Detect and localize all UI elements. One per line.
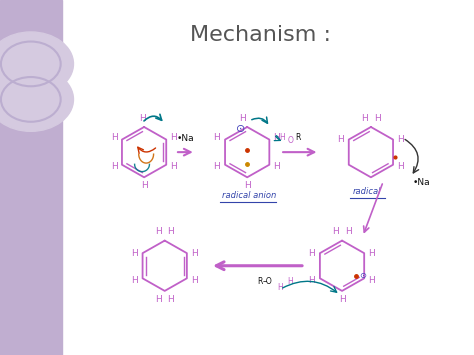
Text: H: H	[273, 162, 280, 171]
Text: ⊙: ⊙	[237, 124, 246, 134]
Text: H: H	[131, 248, 137, 258]
Text: –O: –O	[263, 277, 273, 286]
Text: H: H	[277, 283, 283, 292]
Text: Mechanism :: Mechanism :	[190, 25, 331, 45]
Text: •Na: •Na	[176, 134, 194, 143]
Text: H: H	[288, 277, 293, 286]
Text: H: H	[167, 227, 174, 236]
Text: H: H	[338, 295, 346, 304]
Text: H: H	[213, 133, 220, 142]
Text: H: H	[337, 135, 344, 144]
Text: H: H	[368, 248, 375, 258]
Text: H: H	[213, 162, 220, 171]
Text: H: H	[170, 162, 177, 171]
Text: R: R	[257, 277, 262, 286]
Text: H: H	[345, 227, 352, 236]
Text: H: H	[111, 162, 118, 171]
Text: H: H	[273, 133, 280, 142]
Text: H: H	[397, 162, 404, 171]
Text: H: H	[155, 295, 162, 304]
Text: H: H	[361, 114, 368, 122]
Text: H: H	[279, 133, 285, 142]
Text: O: O	[288, 136, 293, 145]
Text: H: H	[155, 227, 162, 236]
Text: H: H	[368, 276, 375, 285]
Text: H: H	[141, 181, 147, 190]
Text: H: H	[167, 295, 174, 304]
Text: H: H	[244, 181, 251, 190]
Text: H: H	[374, 114, 381, 122]
Text: •Na: •Na	[413, 178, 430, 187]
Text: radical anion: radical anion	[222, 191, 276, 200]
Text: H: H	[191, 276, 198, 285]
Text: H: H	[239, 114, 246, 124]
Text: H: H	[191, 248, 198, 258]
Text: H: H	[397, 135, 404, 144]
Text: ⊙: ⊙	[359, 271, 366, 280]
Text: R: R	[295, 133, 300, 142]
Text: H: H	[139, 114, 146, 124]
Text: H: H	[170, 133, 177, 142]
Text: radical: radical	[353, 187, 381, 196]
Text: H: H	[308, 276, 315, 285]
Text: H: H	[332, 227, 339, 236]
Text: H: H	[111, 133, 118, 142]
Text: H: H	[131, 276, 137, 285]
Text: H: H	[308, 248, 315, 258]
